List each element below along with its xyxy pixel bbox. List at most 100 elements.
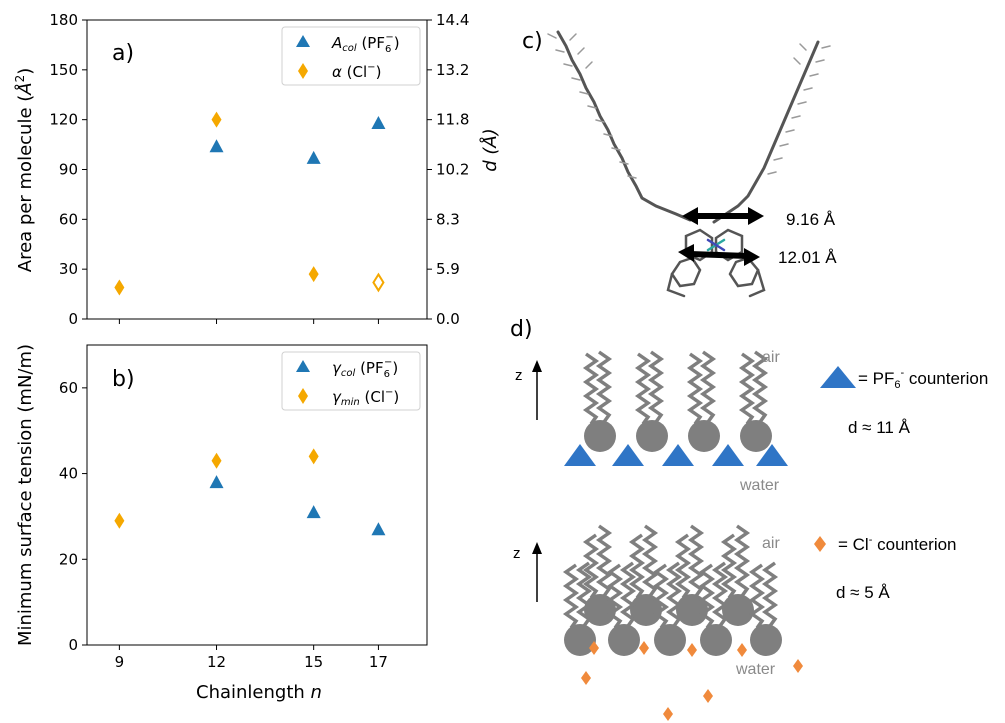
panel-a-plot: 0 30 60 90 120 150 180 0.0 5.9 8.3 10.2 11.8 13.2 14… [49, 11, 469, 328]
right-tick-label: 5.9 [436, 260, 460, 278]
head-group [608, 624, 640, 656]
alkyl-chain [748, 563, 766, 630]
water-label-bottom: water [735, 661, 776, 678]
alkyl-chain [582, 352, 600, 426]
bottom-cl-counterions [581, 641, 803, 721]
cl-ion [687, 643, 697, 657]
molecule-right-chain [712, 40, 820, 224]
panel-a-y-axis-title: Area per molecule (Å2) [13, 68, 36, 273]
alkyl-chain [738, 352, 756, 426]
molecule-left-chain [556, 30, 692, 222]
y-tick-label: 20 [59, 550, 78, 568]
right-tick-label: 8.3 [436, 210, 460, 228]
pf6-ion [712, 444, 744, 466]
y-tick-label: 60 [59, 210, 78, 228]
alkyl-chain [652, 563, 670, 630]
head-group [564, 624, 596, 656]
diamond-marker [308, 266, 319, 283]
legend-a-series-2: α (Cl−) [332, 62, 381, 81]
top-pf6-counterions [564, 444, 788, 466]
head-group [636, 420, 668, 452]
y-tick-label: 0 [68, 310, 78, 328]
alkyl-chain [619, 561, 637, 628]
triangle-marker [306, 505, 321, 519]
y-tick-label: 30 [59, 260, 78, 278]
x-tick-label: 17 [369, 653, 388, 671]
z-label-bottom: z [513, 545, 521, 562]
cl-ion [737, 643, 747, 657]
alkyl-chain [562, 563, 580, 630]
alkyl-chain [575, 561, 593, 628]
molecule-hydrogens [547, 33, 831, 179]
panel-b-legend [281, 351, 421, 411]
d-label-top: d ≈ 11 Å [848, 418, 911, 437]
triangle-marker [371, 522, 386, 536]
head-group [630, 594, 662, 626]
panel-a-right-axis: 0.0 5.9 8.3 10.2 11.8 13.2 14.4 [427, 11, 469, 328]
right-tick-label: 13.2 [436, 61, 469, 79]
alkyl-chain [641, 524, 659, 598]
panel-b-y-axis: 0 20 40 60 [59, 379, 87, 654]
y-tick-label: 120 [49, 111, 78, 129]
panel-a-right-axis-title: d (Å) [479, 128, 501, 172]
panel-c-letter: c) [522, 29, 543, 54]
x-axis-title: Chainlength n [196, 682, 322, 703]
x-tick-label: 9 [115, 653, 125, 671]
alkyl-chain [634, 352, 652, 426]
top-surfactant-molecules [582, 350, 772, 452]
cl-ion [703, 689, 713, 703]
panel-a-markers [114, 111, 386, 296]
alkyl-chain [628, 533, 646, 600]
right-tick-label: 14.4 [436, 11, 469, 29]
diamond-marker [114, 512, 125, 529]
head-group [584, 594, 616, 626]
width-arrow-bottom [678, 244, 760, 266]
y-tick-label: 0 [68, 636, 78, 654]
y-tick-label: 90 [59, 161, 78, 179]
triangle-marker [209, 475, 224, 489]
pf6-ion [756, 444, 788, 466]
panel-b-x-axis: 9 12 15 17 [115, 645, 388, 671]
air-label-bottom: air [762, 535, 780, 552]
molecule-structure [547, 30, 831, 298]
alkyl-chain [595, 350, 613, 424]
panel-b-markers [114, 448, 386, 536]
alkyl-chain [606, 563, 624, 630]
cl-ion [581, 671, 591, 685]
pf6-legend-label: = PF6- counterion [858, 367, 988, 391]
width-top-label: 9.16 Å [786, 210, 836, 229]
right-tick-label: 0.0 [436, 310, 460, 328]
diamond-marker [211, 452, 222, 469]
triangle-marker [371, 115, 386, 129]
alkyl-chain [698, 563, 716, 630]
d-label-bottom: d ≈ 5 Å [836, 583, 890, 602]
head-group [750, 624, 782, 656]
bottom-surfactant-molecules [562, 524, 782, 656]
legend-a-series-1: Acol (PF6−) [331, 32, 400, 55]
alkyl-chain [699, 350, 717, 424]
x-tick-label: 15 [304, 653, 323, 671]
panel-b-plot: 0 20 40 60 9 12 15 17 γcol (PF6−) γmin (Cl−) [59, 344, 428, 671]
panel-b-y-axis-title: Minimum surface tension (mN/m) [15, 344, 36, 646]
head-group [740, 420, 772, 452]
schematic-pf6-monolayer: z air water = PF6- counterion d ≈ 11 Å [515, 349, 988, 494]
width-bottom-label: 12.01 Å [778, 248, 837, 267]
alkyl-chain [686, 352, 704, 426]
legend-a-diamond-marker [298, 63, 308, 79]
panel-a-x-axis [118, 319, 379, 324]
cl-legend-diamond [814, 536, 826, 552]
triangle-marker [209, 139, 224, 153]
z-arrow-head-bottom [532, 542, 542, 554]
alkyl-chain [595, 524, 613, 598]
panel-b-letter: b) [112, 367, 135, 392]
legend-b-triangle-marker [296, 360, 310, 372]
diamond-marker [114, 279, 125, 296]
pf6-ion [662, 444, 694, 466]
y-tick-label: 180 [49, 11, 78, 29]
panel-a-letter: a) [112, 41, 134, 66]
right-tick-label: 11.8 [436, 111, 469, 129]
alkyl-chain [582, 533, 600, 600]
x-tick-label: 12 [207, 653, 226, 671]
y-tick-label: 150 [49, 61, 78, 79]
pf6-ion [564, 444, 596, 466]
